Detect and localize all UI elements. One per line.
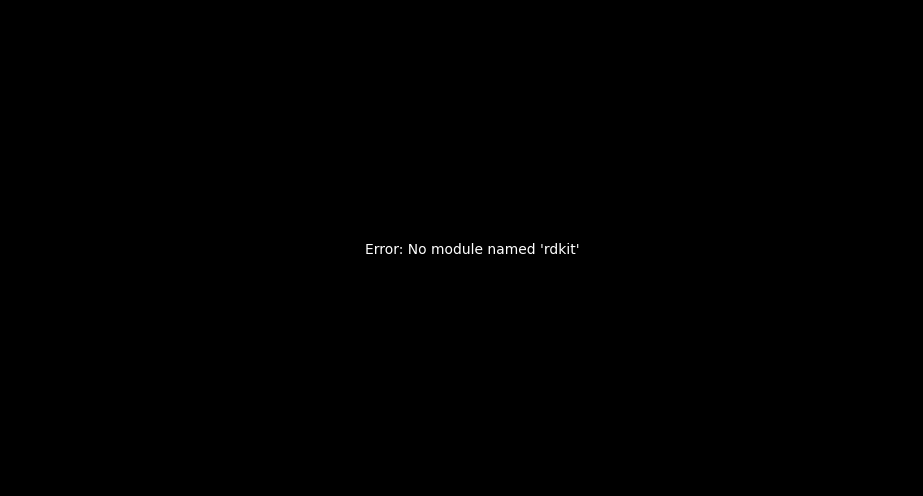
Text: Error: No module named 'rdkit': Error: No module named 'rdkit' [366,244,580,257]
